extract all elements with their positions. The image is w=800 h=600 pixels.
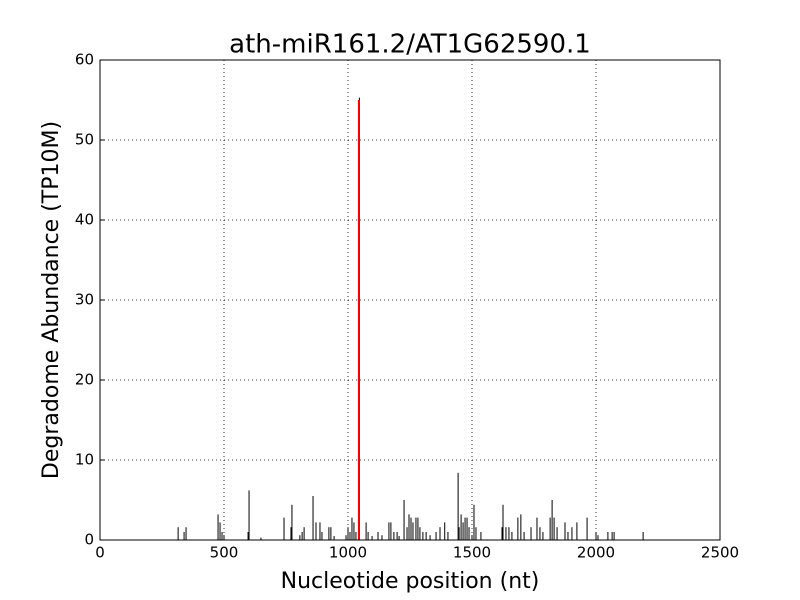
y-tick-label: 40 [75, 211, 94, 229]
x-tick-label: 2000 [577, 544, 615, 562]
y-axis-label: Degradome Abundance (TP10M) [39, 121, 64, 479]
y-tick-label: 20 [75, 371, 94, 389]
x-tick-label: 0 [95, 544, 105, 562]
y-tick-label: 50 [75, 131, 94, 149]
x-tick-label: 2500 [701, 544, 739, 562]
x-tick-label: 1000 [329, 544, 367, 562]
chart-title: ath-miR161.2/AT1G62590.1 [229, 30, 591, 60]
x-axis-label: Nucleotide position (nt) [281, 569, 540, 594]
x-tick-label: 1500 [453, 544, 491, 562]
y-tick-label: 60 [75, 51, 94, 69]
x-tick-label: 500 [210, 544, 239, 562]
y-tick-label: 10 [75, 451, 94, 469]
y-tick-label: 0 [84, 531, 94, 549]
y-tick-label: 30 [75, 291, 94, 309]
